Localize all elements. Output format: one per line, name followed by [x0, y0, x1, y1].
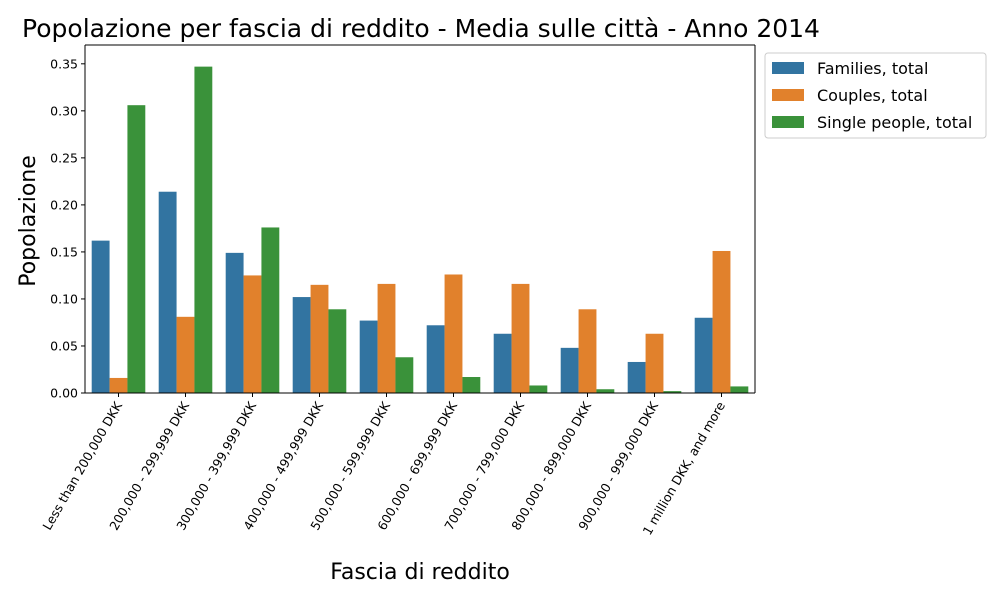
- bar-couples-total-3: [310, 284, 329, 393]
- bar-couples-total-5: [444, 274, 463, 393]
- chart-title: Popolazione per fascia di reddito - Medi…: [22, 14, 820, 43]
- bar-couples-total-1: [176, 316, 195, 393]
- y-tick-label: 0.15: [50, 244, 78, 259]
- bar-couples-total-4: [377, 283, 396, 393]
- legend-swatch: [772, 116, 804, 128]
- bar-single-people-total-0: [127, 105, 146, 393]
- y-tick-label: 0.10: [50, 291, 78, 306]
- bar-families-total-5: [426, 325, 445, 393]
- y-tick-label: 0.05: [50, 338, 78, 353]
- bar-families-total-2: [225, 252, 244, 393]
- bar-single-people-total-4: [395, 357, 414, 393]
- bar-couples-total-9: [712, 250, 731, 393]
- y-tick-label: 0.00: [50, 386, 78, 401]
- legend-swatch: [772, 62, 804, 74]
- bar-couples-total-6: [511, 283, 530, 393]
- bar-single-people-total-3: [328, 309, 347, 393]
- legend: Families, total Couples, total Single peop…: [764, 52, 987, 139]
- bar-single-people-total-1: [194, 66, 213, 393]
- legend-label: Couples, total: [817, 86, 928, 105]
- bar-single-people-total-8: [663, 391, 682, 393]
- x-axis-label: Fascia di reddito: [330, 560, 510, 585]
- bar-single-people-total-5: [462, 377, 481, 393]
- bar-couples-total-0: [109, 377, 128, 393]
- y-tick-label: 0.30: [50, 103, 78, 118]
- bars-layer: [91, 66, 749, 393]
- bar-families-total-3: [292, 297, 311, 393]
- bar-couples-total-2: [243, 275, 262, 393]
- bar-families-total-7: [560, 347, 579, 393]
- bar-couples-total-8: [645, 333, 664, 393]
- y-axis-label: Popolazione: [16, 155, 41, 287]
- bar-families-total-4: [359, 320, 378, 393]
- bar-families-total-9: [694, 317, 713, 393]
- bar-single-people-total-7: [596, 389, 615, 393]
- bar-single-people-total-2: [261, 227, 280, 393]
- legend-swatch: [772, 89, 804, 101]
- legend-label: Single people, total: [817, 113, 972, 132]
- y-tick-label: 0.25: [50, 150, 78, 165]
- bar-families-total-6: [493, 333, 512, 393]
- bar-families-total-8: [627, 361, 646, 393]
- y-tick-label: 0.35: [50, 56, 78, 71]
- legend-box: [764, 52, 987, 139]
- y-tick-label: 0.20: [50, 197, 78, 212]
- legend-label: Families, total: [817, 59, 928, 78]
- bar-single-people-total-6: [529, 385, 548, 393]
- bar-families-total-1: [158, 191, 177, 393]
- bar-families-total-0: [91, 240, 110, 393]
- bar-single-people-total-9: [730, 386, 749, 393]
- bar-couples-total-7: [578, 309, 597, 393]
